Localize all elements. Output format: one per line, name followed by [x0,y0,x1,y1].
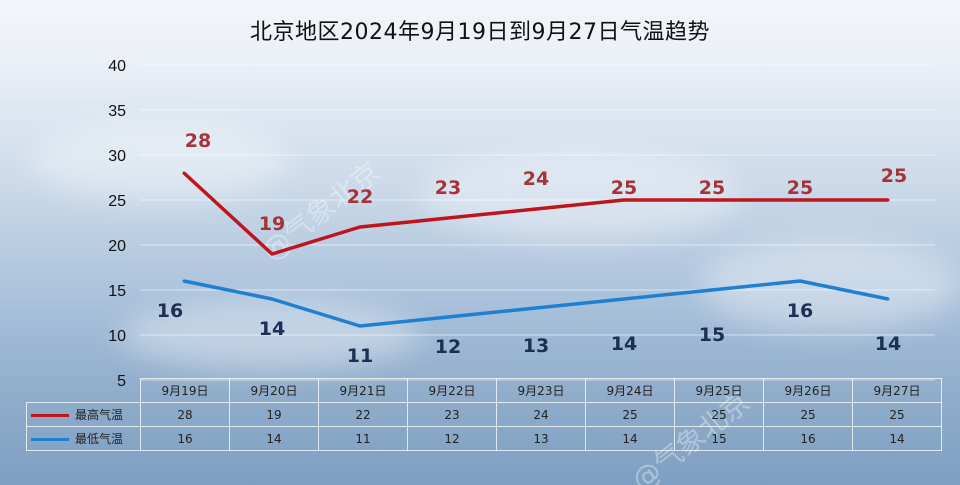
table-cell-high: 22 [318,402,408,427]
cloud-decoration [30,120,290,200]
x-category-label: 9月25日 [674,378,764,403]
data-point-high [358,225,362,229]
y-tick-label: 15 [108,283,126,300]
data-label-high: 25 [787,177,813,199]
data-point-high [886,198,890,202]
data-label-low: 13 [523,335,549,357]
data-label-low: 11 [347,345,373,367]
table-cell-low: 14 [229,426,319,451]
data-label-low: 15 [699,324,725,346]
series-line-low [183,279,889,328]
data-label-high: 23 [435,177,461,199]
table-cell-low: 16 [763,426,853,451]
table-cell-low: 12 [407,426,497,451]
data-point-low [446,315,450,319]
data-label-high: 28 [185,130,211,152]
data-point-high [182,171,186,175]
table-cell-high: 25 [585,402,675,427]
x-category-label: 9月20日 [229,378,319,403]
x-category-label: 9月22日 [407,378,497,403]
legend-entry-low: 最低气温 [26,426,141,451]
table-cell-high: 25 [674,402,764,427]
y-tick-label: 25 [108,193,126,210]
data-label-high: 22 [347,186,373,208]
data-table-header-row: 9月19日 9月20日 9月21日 9月22日 9月23日 9月24日 9月25日 9月26日… [26,378,942,403]
legend-label-high: 最高气温 [75,408,124,422]
data-label-low: 14 [259,318,285,340]
data-label-high: 25 [699,177,725,199]
table-cell-high: 19 [229,402,319,427]
data-label-high: 24 [523,168,549,190]
data-point-low [798,279,802,283]
y-tick-label: 35 [108,103,126,120]
data-point-low [182,279,186,283]
data-point-high [798,198,802,202]
data-point-low [710,288,714,292]
data-point-high [534,207,538,211]
y-tick-label: 10 [108,328,126,345]
x-category-label: 9月21日 [318,378,408,403]
data-point-low [886,297,890,301]
table-cell-high: 23 [407,402,497,427]
data-table: 9月19日 9月20日 9月21日 9月22日 9月23日 9月24日 9月25日 9月26日… [26,378,942,451]
data-label-low: 14 [611,333,637,355]
y-tick-label: 20 [108,238,126,255]
data-point-high [710,198,714,202]
cloud-decoration [420,150,740,240]
data-table-corner [26,378,141,403]
data-label-low: 14 [875,333,901,355]
data-point-low [534,306,538,310]
data-point-high [446,216,450,220]
chart-title: 北京地区2024年9月19日到9月27日气温趋势 [250,20,710,45]
data-table-row-high: 最高气温 28 19 22 23 24 25 25 25 25 [26,402,942,427]
y-tick-label: 30 [108,148,126,165]
table-cell-low: 15 [674,426,764,451]
x-category-label: 9月27日 [852,378,942,403]
table-cell-low: 16 [140,426,230,451]
data-label-high: 19 [259,213,285,235]
x-category-label: 9月24日 [585,378,675,403]
legend-label-low: 最低气温 [75,432,124,446]
table-cell-high: 28 [140,402,230,427]
table-cell-high: 24 [496,402,586,427]
x-category-label: 9月19日 [140,378,230,403]
table-cell-low: 11 [318,426,408,451]
data-label-low: 16 [157,300,183,322]
table-cell-low: 13 [496,426,586,451]
data-label-low: 16 [787,300,813,322]
legend-entry-high: 最高气温 [26,402,141,427]
data-table-row-low: 最低气温 16 14 11 12 13 14 15 16 14 [26,426,942,451]
data-point-low [358,324,362,328]
legend-swatch-low [31,438,69,441]
data-point-low [622,297,626,301]
table-cell-low: 14 [585,426,675,451]
data-label-high: 25 [881,165,907,187]
data-point-high [622,198,626,202]
x-category-label: 9月23日 [496,378,586,403]
y-tick-label: 40 [108,58,126,75]
data-label-high: 25 [611,177,637,199]
cloud-decoration [700,240,960,330]
x-category-label: 9月26日 [763,378,853,403]
table-cell-high: 25 [852,402,942,427]
legend-swatch-high [31,414,69,417]
data-point-low [270,297,274,301]
data-point-high [270,252,274,256]
data-label-low: 12 [435,336,461,358]
table-cell-low: 14 [852,426,942,451]
table-cell-high: 25 [763,402,853,427]
